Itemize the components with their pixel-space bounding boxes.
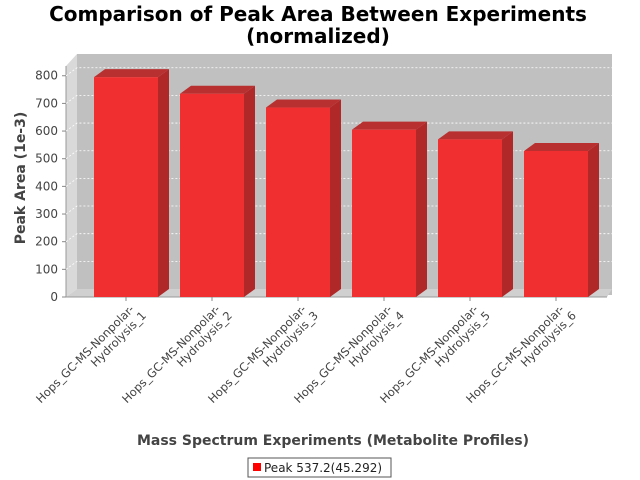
y-tick-label: 700	[35, 96, 58, 110]
legend-box	[247, 457, 392, 478]
legend-label: Peak 537.2(45.292)	[264, 461, 382, 475]
bar-top	[180, 85, 255, 94]
x-axis-label: Mass Spectrum Experiments (Metabolite Pr…	[137, 433, 529, 449]
bar-top	[438, 131, 513, 140]
chart-title: Comparison of Peak Area Between Experime…	[49, 2, 587, 26]
y-tick-label: 600	[35, 124, 58, 138]
bar-side	[158, 69, 169, 297]
y-tick-label: 200	[35, 235, 58, 249]
bar-front	[180, 93, 244, 297]
bar-top	[266, 99, 341, 108]
x-tick-label-line: Hops_GC-MS-Nonpolar-	[33, 302, 137, 406]
bar-front	[94, 77, 158, 297]
gridline	[65, 260, 612, 270]
bar-front	[438, 139, 502, 297]
bar	[524, 142, 599, 297]
bar-front	[266, 107, 330, 297]
bar	[180, 85, 255, 297]
bars	[94, 69, 599, 297]
bar-top	[94, 69, 169, 78]
gridline	[65, 233, 612, 243]
gridline	[65, 122, 612, 132]
y-tick-label: 0	[50, 290, 58, 304]
bar	[438, 131, 513, 297]
bar-side	[502, 131, 513, 297]
legend-swatch	[253, 463, 261, 471]
y-tick-label: 500	[35, 152, 58, 166]
y-axis: 0 100 200 300 400 500 600 700 800	[35, 69, 66, 304]
bar-front	[352, 129, 416, 297]
bar-top	[352, 121, 427, 130]
y-tick-label: 100	[35, 262, 58, 276]
bar	[266, 99, 341, 297]
bar-side	[244, 85, 255, 297]
plot-side-wall	[66, 54, 77, 297]
bar-top	[524, 142, 599, 151]
y-tick-label: 800	[35, 69, 58, 83]
x-axis: Hops_GC-MS-Nonpolar-Hydrolysis_1Hops_GC-…	[33, 297, 579, 406]
y-tick-label: 400	[35, 179, 58, 193]
bar-side	[588, 142, 599, 297]
bar	[94, 69, 169, 297]
gridline	[65, 95, 612, 104]
legend: Peak 537.2(45.292)	[247, 457, 392, 478]
bar-side	[330, 99, 341, 297]
gridline	[65, 150, 612, 160]
bar-side	[416, 121, 427, 297]
y-tick-label: 300	[35, 207, 58, 221]
gridline	[65, 177, 612, 187]
bar-front	[524, 150, 588, 297]
gridline	[65, 67, 612, 77]
gridline	[65, 205, 612, 215]
y-axis-label: Peak Area (1e-3)	[13, 112, 29, 245]
chart-subtitle: (normalized)	[246, 24, 390, 48]
bar	[352, 121, 427, 297]
